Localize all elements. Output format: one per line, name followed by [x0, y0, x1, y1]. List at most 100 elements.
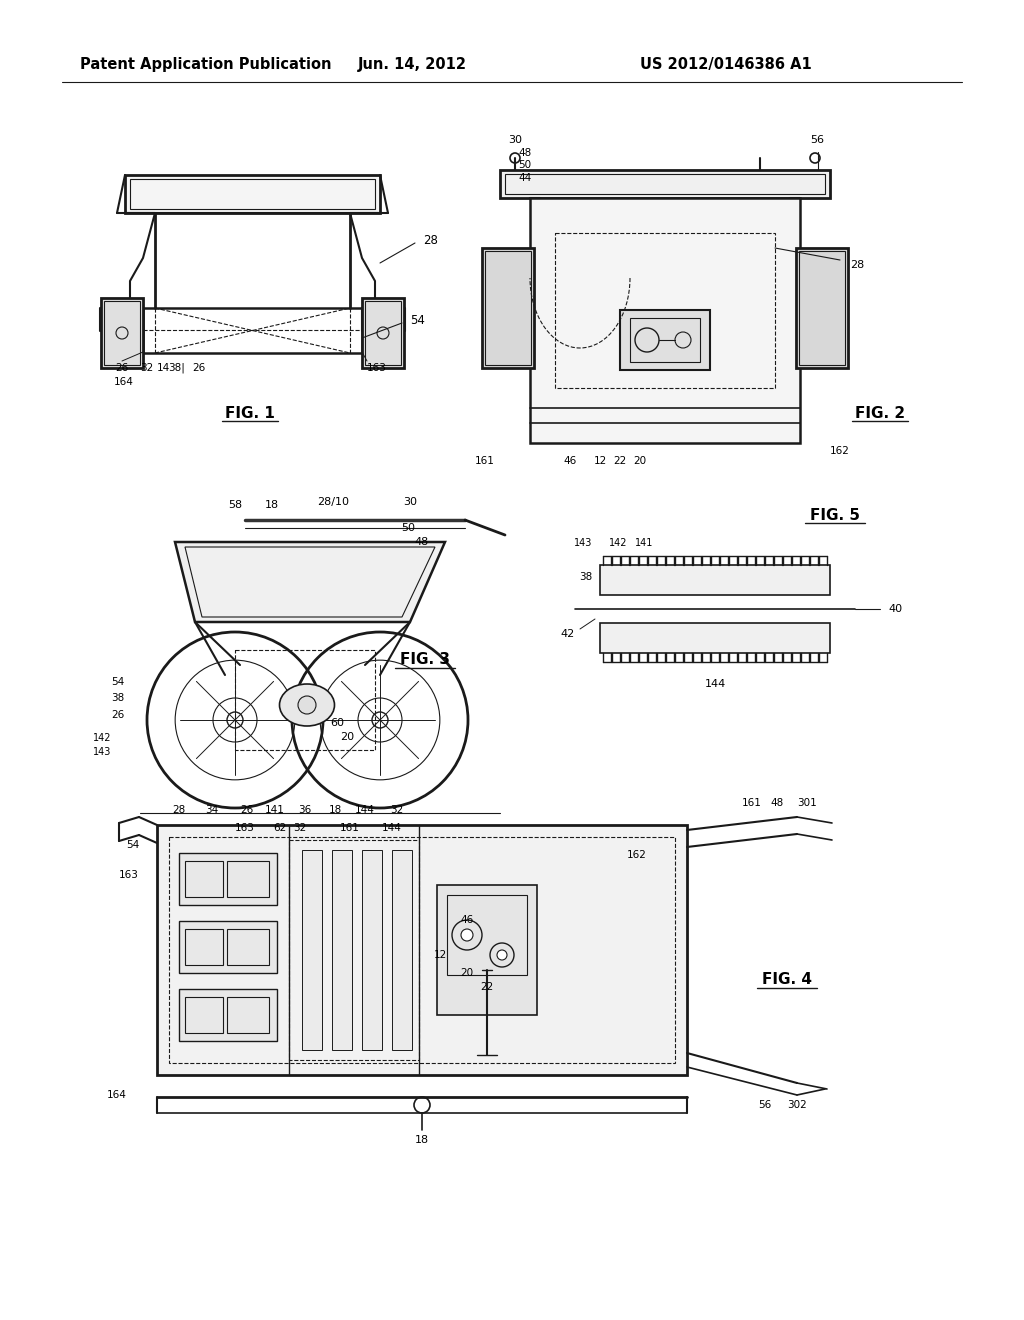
Bar	[505, 174, 825, 194]
Text: 163: 163	[119, 870, 139, 880]
Text: 302: 302	[787, 1100, 807, 1110]
Text: 46: 46	[461, 915, 474, 925]
Bar	[600, 623, 830, 653]
Bar	[289, 840, 419, 1060]
Bar	[392, 850, 412, 1049]
Text: 42: 42	[561, 630, 575, 639]
Bar	[362, 850, 382, 1049]
Bar	[185, 997, 223, 1034]
Text: 48: 48	[770, 799, 783, 808]
Bar	[169, 837, 675, 1063]
Text: 54: 54	[112, 677, 125, 686]
Text: 34: 34	[206, 805, 219, 814]
Bar	[530, 198, 800, 444]
Text: 141: 141	[635, 539, 653, 548]
Text: 28: 28	[172, 805, 185, 814]
Text: 54: 54	[410, 314, 425, 326]
Text: 161: 161	[475, 455, 495, 466]
Bar	[630, 318, 700, 362]
Bar	[179, 921, 278, 973]
Circle shape	[461, 929, 473, 941]
Bar	[302, 850, 322, 1049]
Text: FIG. 4: FIG. 4	[762, 973, 812, 987]
Text: FIG. 3: FIG. 3	[400, 652, 450, 668]
Text: 143: 143	[573, 539, 592, 548]
Text: 48: 48	[518, 148, 531, 158]
Text: 161: 161	[742, 799, 762, 808]
Text: 26: 26	[193, 363, 206, 374]
Text: 46: 46	[563, 455, 577, 466]
Text: 26: 26	[112, 710, 125, 719]
Text: 20: 20	[461, 968, 473, 978]
Bar	[482, 248, 534, 368]
Text: 162: 162	[830, 446, 850, 455]
Ellipse shape	[280, 684, 335, 726]
Bar	[185, 929, 223, 965]
Bar	[227, 929, 269, 965]
Text: 56: 56	[810, 135, 824, 145]
Text: 26: 26	[241, 805, 254, 814]
Text: US 2012/0146386 A1: US 2012/0146386 A1	[640, 58, 812, 73]
Bar	[500, 170, 830, 198]
Bar	[799, 251, 845, 366]
Text: 54: 54	[126, 840, 139, 850]
Text: 26: 26	[116, 363, 129, 374]
Bar	[227, 861, 269, 898]
Text: 22: 22	[480, 982, 494, 993]
Text: 142: 142	[608, 539, 628, 548]
Bar	[179, 989, 278, 1041]
Text: 60: 60	[330, 718, 344, 729]
Text: 18: 18	[329, 805, 342, 814]
Text: 38: 38	[112, 693, 125, 704]
Text: 163: 163	[236, 822, 255, 833]
Bar	[125, 176, 380, 213]
Text: 164: 164	[114, 378, 134, 387]
Bar	[437, 884, 537, 1015]
Text: 38|: 38|	[169, 363, 185, 374]
Bar	[620, 310, 710, 370]
Text: 144: 144	[705, 678, 726, 689]
Text: 20: 20	[340, 733, 354, 742]
Text: 163: 163	[367, 363, 387, 374]
Text: 143: 143	[93, 747, 112, 756]
Bar	[227, 997, 269, 1034]
Bar	[447, 895, 527, 975]
Text: 30: 30	[508, 135, 522, 145]
Text: 18: 18	[265, 500, 280, 510]
Text: FIG. 1: FIG. 1	[225, 405, 274, 421]
Bar	[234, 649, 375, 750]
Text: 40: 40	[888, 605, 902, 614]
Bar	[185, 861, 223, 898]
Bar	[796, 248, 848, 368]
Text: 161: 161	[340, 822, 360, 833]
Text: 301: 301	[797, 799, 817, 808]
Text: 50: 50	[518, 160, 531, 170]
Text: 14: 14	[157, 363, 170, 374]
Text: 28/10: 28/10	[317, 498, 349, 507]
Bar	[332, 850, 352, 1049]
Text: FIG. 2: FIG. 2	[855, 405, 905, 421]
Text: 44: 44	[518, 173, 531, 183]
Text: 58: 58	[228, 500, 242, 510]
Text: 28: 28	[850, 260, 864, 271]
Text: 36: 36	[298, 805, 311, 814]
Bar	[362, 298, 404, 368]
Text: 62: 62	[273, 822, 287, 833]
Bar	[157, 825, 687, 1074]
Text: 30: 30	[403, 498, 417, 507]
Bar	[365, 301, 401, 366]
Bar	[485, 251, 531, 366]
Text: 141: 141	[265, 805, 285, 814]
Text: 32: 32	[390, 805, 403, 814]
Text: 142: 142	[93, 733, 112, 743]
Bar	[101, 298, 143, 368]
Text: 56: 56	[759, 1100, 772, 1110]
Text: 48: 48	[415, 537, 429, 546]
Bar	[130, 180, 375, 209]
Text: 50: 50	[401, 523, 415, 533]
Text: 18: 18	[415, 1135, 429, 1144]
Text: 144: 144	[382, 822, 402, 833]
Text: 20: 20	[634, 455, 646, 466]
Text: FIG. 5: FIG. 5	[810, 507, 860, 523]
Text: 38: 38	[580, 572, 593, 582]
